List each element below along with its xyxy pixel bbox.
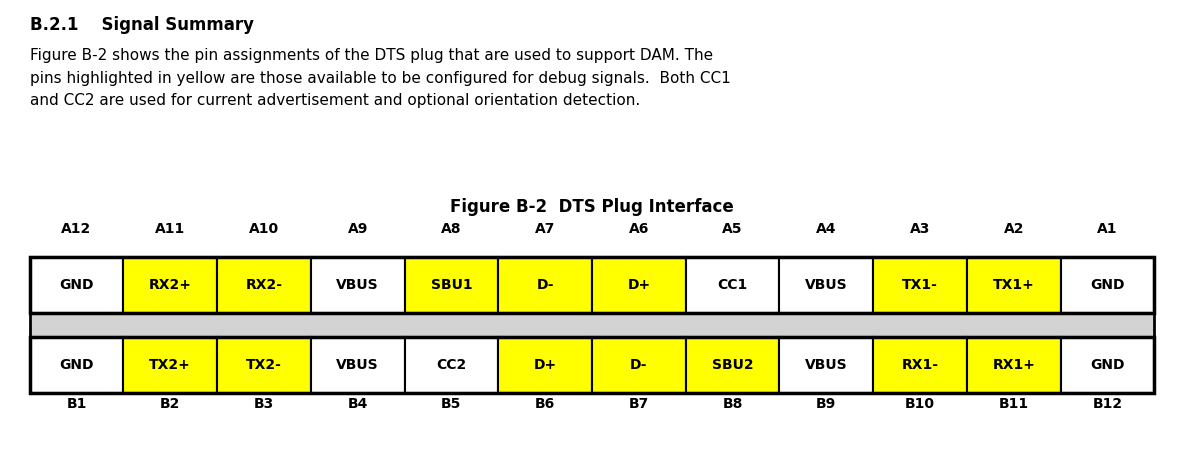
Bar bbox=[1061, 337, 1154, 393]
Bar bbox=[30, 337, 1154, 393]
Text: TX2+: TX2+ bbox=[149, 358, 191, 372]
Text: RX1+: RX1+ bbox=[992, 358, 1035, 372]
Text: A4: A4 bbox=[816, 222, 837, 236]
Bar bbox=[873, 337, 967, 393]
Bar bbox=[310, 337, 405, 393]
Text: RX2+: RX2+ bbox=[149, 278, 192, 292]
Bar bbox=[30, 257, 123, 313]
Text: B6: B6 bbox=[535, 397, 555, 411]
Text: A5: A5 bbox=[722, 222, 742, 236]
Bar bbox=[405, 337, 498, 393]
Bar bbox=[779, 257, 874, 313]
Text: B.2.1    Signal Summary: B.2.1 Signal Summary bbox=[30, 16, 253, 34]
Text: Figure B-2 shows the pin assignments of the DTS plug that are used to support DA: Figure B-2 shows the pin assignments of … bbox=[30, 48, 731, 108]
Bar bbox=[498, 337, 592, 393]
Text: VBUS: VBUS bbox=[336, 278, 379, 292]
Text: GND: GND bbox=[1090, 278, 1125, 292]
Text: TX1-: TX1- bbox=[902, 278, 938, 292]
Text: A10: A10 bbox=[249, 222, 279, 236]
Text: A6: A6 bbox=[629, 222, 649, 236]
Bar bbox=[498, 257, 592, 313]
Text: D+: D+ bbox=[534, 358, 556, 372]
Bar bbox=[123, 337, 217, 393]
Bar bbox=[967, 337, 1061, 393]
Text: TX1+: TX1+ bbox=[993, 278, 1035, 292]
Text: B5: B5 bbox=[442, 397, 462, 411]
Text: CC1: CC1 bbox=[718, 278, 748, 292]
Text: B2: B2 bbox=[160, 397, 180, 411]
Text: A2: A2 bbox=[1004, 222, 1024, 236]
Bar bbox=[30, 337, 123, 393]
Text: VBUS: VBUS bbox=[336, 358, 379, 372]
Text: RX2-: RX2- bbox=[245, 278, 283, 292]
Bar bbox=[217, 337, 310, 393]
Text: CC2: CC2 bbox=[436, 358, 466, 372]
Bar bbox=[217, 257, 310, 313]
Bar bbox=[592, 337, 686, 393]
Bar bbox=[686, 337, 779, 393]
Text: SBU1: SBU1 bbox=[431, 278, 472, 292]
Text: A11: A11 bbox=[155, 222, 186, 236]
Text: VBUS: VBUS bbox=[805, 278, 848, 292]
Text: A9: A9 bbox=[347, 222, 368, 236]
Bar bbox=[30, 257, 1154, 313]
Text: B12: B12 bbox=[1093, 397, 1122, 411]
Text: B11: B11 bbox=[999, 397, 1029, 411]
Bar bbox=[592, 257, 686, 313]
Bar bbox=[30, 313, 1154, 337]
Text: A7: A7 bbox=[535, 222, 555, 236]
Text: GND: GND bbox=[59, 278, 94, 292]
Bar bbox=[873, 257, 967, 313]
Text: GND: GND bbox=[1090, 358, 1125, 372]
Text: D+: D+ bbox=[628, 278, 650, 292]
Text: GND: GND bbox=[59, 358, 94, 372]
Text: VBUS: VBUS bbox=[805, 358, 848, 372]
Bar bbox=[123, 257, 217, 313]
Bar bbox=[779, 337, 874, 393]
Text: A12: A12 bbox=[62, 222, 91, 236]
Text: A1: A1 bbox=[1098, 222, 1118, 236]
Text: B10: B10 bbox=[905, 397, 935, 411]
Text: A3: A3 bbox=[909, 222, 931, 236]
Text: TX2-: TX2- bbox=[246, 358, 282, 372]
Text: B1: B1 bbox=[66, 397, 86, 411]
Text: B8: B8 bbox=[722, 397, 742, 411]
Text: RX1-: RX1- bbox=[901, 358, 939, 372]
Text: B3: B3 bbox=[253, 397, 274, 411]
Bar bbox=[686, 257, 779, 313]
Text: D-: D- bbox=[630, 358, 648, 372]
Text: B9: B9 bbox=[816, 397, 836, 411]
Bar bbox=[310, 257, 405, 313]
Text: A8: A8 bbox=[442, 222, 462, 236]
Text: SBU2: SBU2 bbox=[712, 358, 753, 372]
Bar bbox=[1061, 257, 1154, 313]
Bar bbox=[967, 257, 1061, 313]
Text: Figure B-2  DTS Plug Interface: Figure B-2 DTS Plug Interface bbox=[450, 198, 734, 216]
Text: D-: D- bbox=[536, 278, 554, 292]
Bar bbox=[405, 257, 498, 313]
Text: B4: B4 bbox=[347, 397, 368, 411]
Text: B7: B7 bbox=[629, 397, 649, 411]
